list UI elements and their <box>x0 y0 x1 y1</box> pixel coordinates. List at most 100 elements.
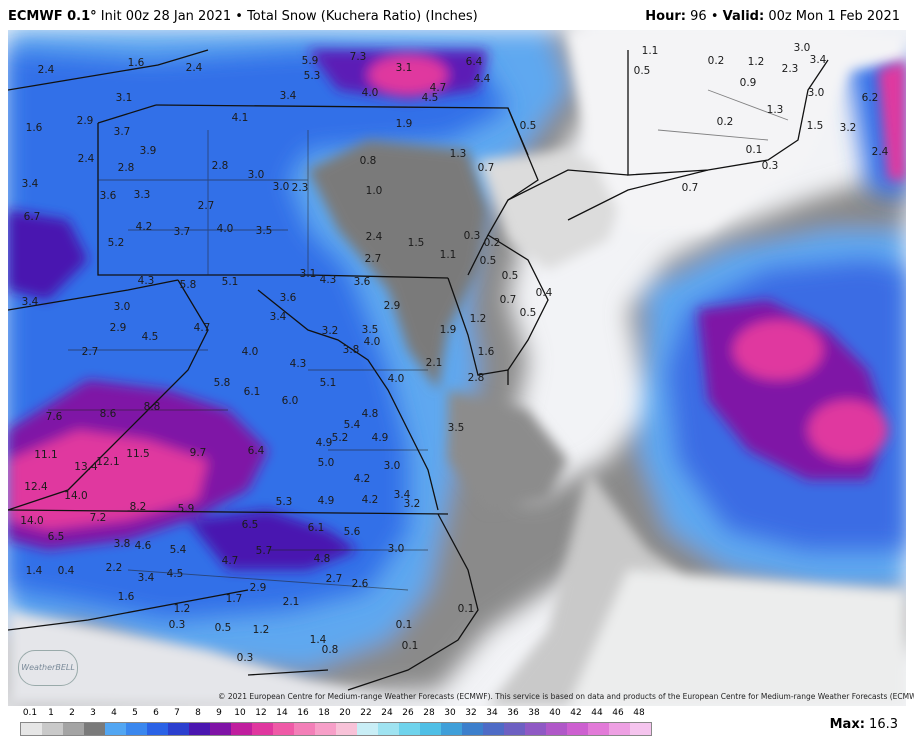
snow-amount-label: 3.4 <box>22 178 39 190</box>
legend-swatch <box>126 723 147 735</box>
snow-amount-label: 4.0 <box>388 373 405 385</box>
max-value: Max: 16.3 <box>830 717 898 732</box>
snow-amount-label: 2.7 <box>326 573 343 585</box>
snow-amount-label: 2.2 <box>106 562 123 574</box>
snow-amount-label: 4.6 <box>135 540 152 552</box>
model-name: ECMWF 0.1 <box>8 9 91 24</box>
snow-amount-label: 1.0 <box>366 185 383 197</box>
snow-amount-label: 5.1 <box>320 377 337 389</box>
snow-amount-label: 4.7 <box>430 82 447 94</box>
weatherbell-logo: WeatherBELL <box>18 650 78 686</box>
snow-amount-label: 1.2 <box>174 603 191 615</box>
legend-tick-label: 7 <box>174 708 180 718</box>
snow-amount-label: 11.5 <box>126 448 149 460</box>
snow-amount-label: 0.4 <box>536 287 553 299</box>
legend-swatch <box>294 723 315 735</box>
legend-tick-label: 1 <box>48 708 54 718</box>
snow-amount-label: 1.6 <box>128 57 145 69</box>
snowfall-map-canvas: 2.4 1.6 2.4 3.1 5.9 5.3 7.3 3.1 6.4 4.7 4.4 4.0 4.5 3… <box>8 30 906 706</box>
ecmwf-credit: © 2021 European Centre for Medium-range … <box>218 692 914 701</box>
snow-amount-label: 3.6 <box>280 292 297 304</box>
snow-amount-label: 1.2 <box>470 313 487 325</box>
snow-amount-label: 0.2 <box>484 237 501 249</box>
snow-amount-label: 6.0 <box>282 395 299 407</box>
snow-amount-label: 1.6 <box>478 346 495 358</box>
legend-swatch <box>315 723 336 735</box>
legend-swatch <box>210 723 231 735</box>
snow-amount-label: 3.6 <box>354 276 371 288</box>
snow-amount-label: 4.3 <box>138 275 155 287</box>
snow-amount-label: 0.2 <box>708 55 725 67</box>
snow-amount-label: 0.9 <box>740 77 757 89</box>
legend-tick-label: 36 <box>507 708 519 718</box>
snow-amount-label: 3.0 <box>114 301 131 313</box>
legend-tick-label: 38 <box>528 708 540 718</box>
legend-swatch <box>147 723 168 735</box>
logo-text: WeatherBELL <box>21 663 75 672</box>
legend-swatch <box>252 723 273 735</box>
legend-tick-label: 26 <box>402 708 414 718</box>
snow-amount-label: 5.4 <box>344 419 361 431</box>
legend-tick-label: 18 <box>318 708 330 718</box>
snow-amount-label: 1.5 <box>408 237 425 249</box>
legend-swatch <box>567 723 588 735</box>
snow-amount-label: 11.1 <box>34 449 57 461</box>
snow-amount-label: 4.9 <box>372 432 389 444</box>
snow-amount-label: 2.8 <box>212 160 229 172</box>
legend-swatch <box>630 723 651 735</box>
legend-swatch <box>42 723 63 735</box>
snow-amount-label: 3.3 <box>134 189 151 201</box>
snow-amount-label: 3.5 <box>256 225 273 237</box>
snow-amount-label: 5.1 <box>222 276 239 288</box>
snow-amount-label: 5.6 <box>344 526 361 538</box>
snow-amount-label: 2.3 <box>292 182 309 194</box>
snow-amount-label: 3.4 <box>394 489 411 501</box>
legend-swatch <box>588 723 609 735</box>
legend-tick-label: 28 <box>423 708 435 718</box>
snow-amount-label: 3.0 <box>273 181 290 193</box>
snow-amount-label: 3.0 <box>808 87 825 99</box>
snow-amount-label: 3.4 <box>22 296 39 308</box>
legend-tick-label: 0.1 <box>22 708 38 718</box>
header-bullet: • <box>710 9 719 24</box>
snow-amount-label: 8.2 <box>130 501 147 513</box>
county-borders <box>48 89 789 591</box>
legend-swatch <box>609 723 630 735</box>
color-legend: 0.1 1 2 3 4 5 6 7 8 9 10 12 14 16 18 20 22 24 26 28 30 32 34 36… <box>20 708 660 744</box>
snow-amount-label: 0.2 <box>717 116 734 128</box>
snow-amount-label: 4.0 <box>362 87 379 99</box>
snow-amount-label: 4.7 <box>222 555 239 567</box>
snow-amount-label: 5.9 <box>178 503 195 515</box>
snow-amount-label: 1.2 <box>748 56 765 68</box>
legend-swatch <box>420 723 441 735</box>
snow-amount-label: 0.1 <box>746 144 763 156</box>
snow-amount-label: 3.7 <box>114 126 131 138</box>
snow-amount-label: 3.4 <box>810 54 827 66</box>
map-title: ECMWF 0.1° Init 00z 28 Jan 2021 • Total … <box>8 9 478 24</box>
snow-amount-label: 2.3 <box>782 63 799 75</box>
legend-swatch <box>378 723 399 735</box>
snow-amount-label: 2.8 <box>468 372 485 384</box>
snow-amount-label: 1.4 <box>26 565 43 577</box>
snow-amount-label: 0.8 <box>322 644 339 656</box>
snow-amount-label: 1.6 <box>118 591 135 603</box>
snow-amount-label: 5.7 <box>256 545 273 557</box>
legend-tick-label: 42 <box>570 708 582 718</box>
snow-amount-label: 6.4 <box>466 56 483 68</box>
snow-amount-label: 0.5 <box>215 622 232 634</box>
snow-amount-label: 6.2 <box>862 92 879 104</box>
snow-amount-label: 0.3 <box>237 652 254 664</box>
snow-amount-label: 3.6 <box>100 190 117 202</box>
snow-amount-label: 4.4 <box>474 73 491 85</box>
legend-tick-label: 24 <box>381 708 393 718</box>
snow-amount-label: 3.4 <box>280 90 297 102</box>
legend-tick-label: 2 <box>69 708 75 718</box>
snow-amount-label: 4.3 <box>320 274 337 286</box>
snow-amount-label: 4.2 <box>136 221 153 233</box>
legend-tick-label: 5 <box>132 708 138 718</box>
legend-swatch <box>21 723 42 735</box>
legend-swatch <box>546 723 567 735</box>
snow-amount-label: 1.5 <box>807 120 824 132</box>
legend-tick-label: 40 <box>549 708 561 718</box>
legend-swatch <box>525 723 546 735</box>
